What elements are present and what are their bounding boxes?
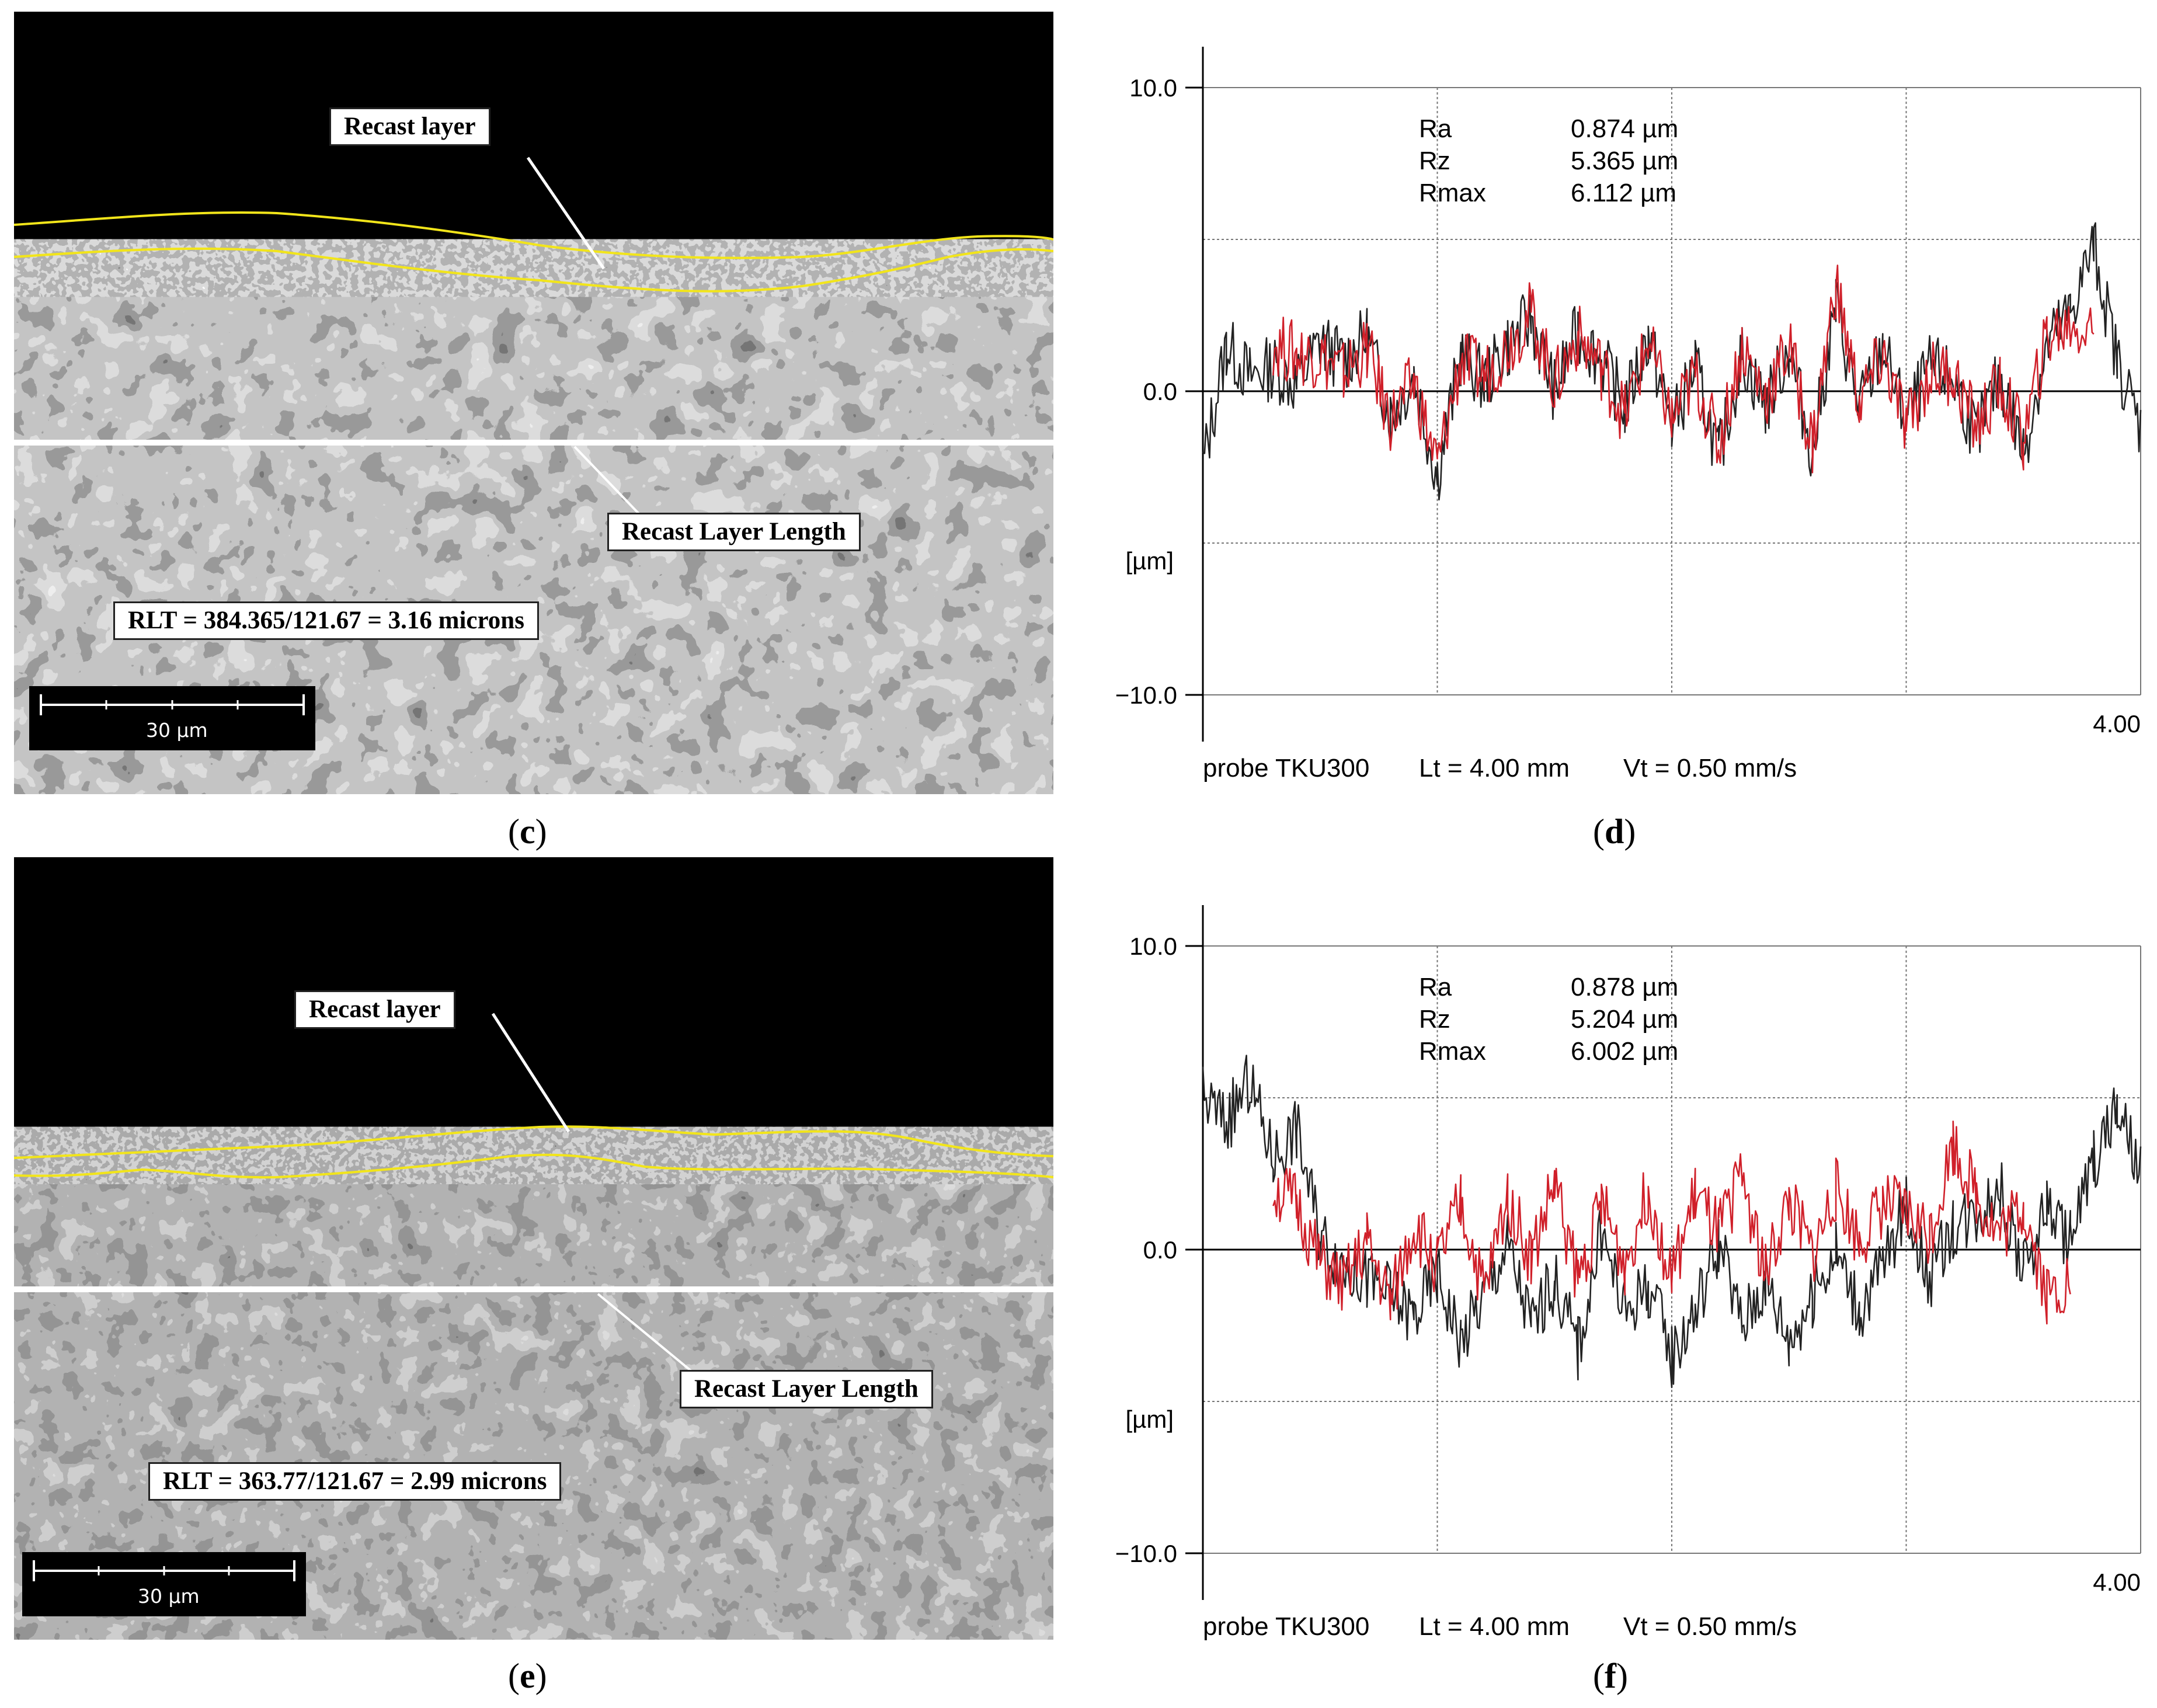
y-unit-label: [µm] — [1125, 547, 1174, 575]
chart-d: 10.0 0.0 −10.0 [µm] 4.00 Ra 0.874 µm Rz 5.365 µm… — [1086, 35, 2157, 794]
callout-recast-length-e: Recast Layer Length — [680, 1370, 933, 1408]
leader-recast-layer-e — [491, 1013, 570, 1133]
panel-label-d: (d) — [1593, 812, 1636, 851]
stat-name: Rmax — [1419, 1037, 1486, 1066]
stat-name: Rz — [1419, 147, 1450, 175]
y-tick-label: −10.0 — [1115, 681, 1177, 709]
footer-lt: Lt = 4.00 mm — [1419, 754, 1570, 782]
stat-name: Rmax — [1419, 179, 1486, 207]
footer-vt: Vt = 0.50 mm/s — [1623, 754, 1797, 782]
stat-value: 0.878 µm — [1571, 973, 1678, 1001]
chart-f-plot: 10.0 0.0 −10.0 [µm] 4.00 Ra 0.878 µm Rz 5.204 µm… — [1115, 905, 2142, 1641]
y-tick-label: 0.0 — [1143, 1236, 1177, 1264]
scalebar-ruler-e — [33, 1560, 295, 1581]
rlt-text-c: RLT = 384.365/121.67 = 3.16 microns — [113, 601, 539, 640]
scalebar-e: 30 µm — [22, 1552, 306, 1616]
series-filtered-line — [1272, 265, 2095, 474]
micrograph-c-image — [14, 12, 1053, 794]
y-unit-label: [µm] — [1125, 1406, 1174, 1433]
footer-vt: Vt = 0.50 mm/s — [1623, 1612, 1797, 1641]
rlt-text-e: RLT = 363.77/121.67 = 2.99 microns — [148, 1462, 562, 1501]
scalebar-label-e: 30 µm — [138, 1585, 200, 1608]
callout-recast-length-c: Recast Layer Length — [607, 513, 861, 551]
stat-name: Ra — [1419, 114, 1452, 143]
scalebar-ruler-c — [40, 694, 305, 715]
chart-d-plot: 10.0 0.0 −10.0 [µm] 4.00 Ra 0.874 µm Rz 5.365 µm… — [1115, 47, 2142, 782]
panel-label-f: (f) — [1593, 1657, 1628, 1695]
y-tick-label: 10.0 — [1129, 74, 1177, 102]
y-tick-label: 0.0 — [1143, 378, 1177, 405]
footer-lt: Lt = 4.00 mm — [1419, 1612, 1570, 1641]
x-end-label: 4.00 — [2093, 1568, 2141, 1596]
x-end-label: 4.00 — [2093, 710, 2141, 738]
scalebar-c: 30 µm — [29, 686, 315, 750]
stat-value: 5.204 µm — [1571, 1005, 1678, 1034]
stat-name: Rz — [1419, 1005, 1450, 1034]
micrograph-c: Recast layer Recast Layer Length RLT = 3… — [14, 12, 1053, 794]
stat-name: Ra — [1419, 973, 1452, 1001]
micrograph-e: Recast layer Recast Layer Length RLT = 3… — [14, 857, 1053, 1640]
recast-upper-boundary-c — [14, 211, 1053, 259]
recast-lower-boundary-c — [14, 247, 1053, 293]
y-tick-label: 10.0 — [1129, 933, 1177, 960]
recast-lower-boundary-e — [14, 1153, 1053, 1179]
stat-value: 0.874 µm — [1571, 114, 1678, 143]
scalebar-label-c: 30 µm — [146, 719, 208, 742]
series-filtered-line — [1272, 1121, 2071, 1325]
callout-recast-layer-e: Recast layer — [294, 990, 455, 1029]
y-tick-label: −10.0 — [1115, 1540, 1177, 1567]
stat-value: 6.112 µm — [1571, 179, 1676, 207]
stat-value: 5.365 µm — [1571, 147, 1678, 175]
leader-recast-length-e — [597, 1293, 693, 1372]
stat-value: 6.002 µm — [1571, 1037, 1678, 1066]
callout-recast-layer-c: Recast layer — [329, 107, 490, 146]
footer-probe: probe TKU300 — [1203, 754, 1369, 782]
panel-label-c: (c) — [508, 812, 547, 851]
leader-recast-length-c — [573, 446, 646, 521]
footer-probe: probe TKU300 — [1203, 1612, 1369, 1641]
micrograph-e-image — [14, 857, 1053, 1640]
leader-recast-layer-c — [526, 156, 606, 270]
chart-f: 10.0 0.0 −10.0 [µm] 4.00 Ra 0.878 µm Rz 5.204 µm… — [1086, 893, 2157, 1653]
panel-label-e: (e) — [508, 1657, 547, 1695]
recast-upper-boundary-e — [14, 1125, 1053, 1159]
